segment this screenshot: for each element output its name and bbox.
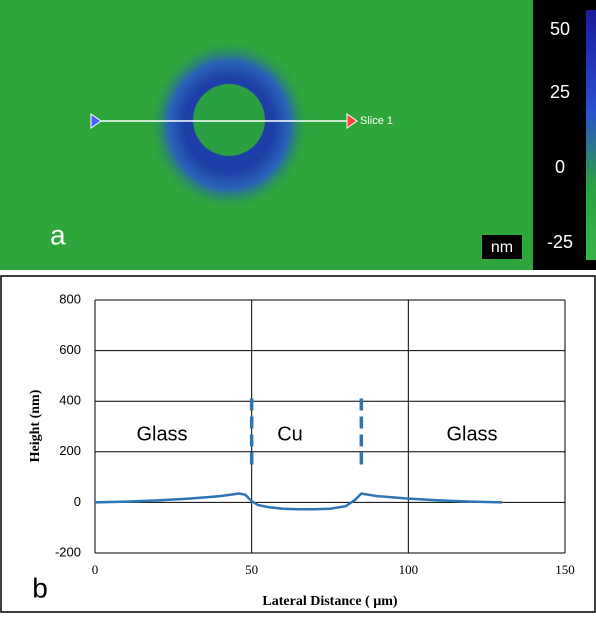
page: Slice 1 a nm b Lateral Distance ( µm) He… (0, 0, 596, 613)
colorbar (586, 10, 596, 260)
x-axis-label: Lateral Distance ( µm) (262, 594, 398, 609)
y-tick-label: 400 (59, 393, 81, 408)
unit-label: nm (491, 239, 513, 256)
colorbar-tick-label: 50 (550, 19, 570, 39)
figure: Slice 1 a nm b Lateral Distance ( µm) He… (0, 0, 596, 613)
colorbar-tick-label: 25 (550, 82, 570, 102)
panel-label: a (50, 219, 66, 250)
cu-pad (193, 84, 265, 156)
panel-label: b (32, 572, 48, 603)
y-tick-label: -200 (55, 544, 81, 559)
region-label: Glass (136, 423, 187, 445)
x-tick-label: 150 (555, 562, 575, 577)
y-tick-label: 200 (59, 443, 81, 458)
y-tick-label: 0 (74, 494, 81, 509)
region-label: Cu (277, 423, 303, 445)
y-tick-label: 800 (59, 291, 81, 306)
y-axis-label: Height (nm) (28, 389, 43, 462)
x-tick-label: 0 (92, 562, 99, 577)
colorbar-tick-label: 0 (555, 157, 565, 177)
colorbar-tick-label: -25 (547, 232, 573, 252)
x-tick-label: 100 (399, 562, 419, 577)
y-tick-label: 600 (59, 342, 81, 357)
x-tick-label: 50 (245, 562, 258, 577)
region-label: Glass (446, 423, 497, 445)
slice-label: Slice 1 (360, 115, 393, 127)
